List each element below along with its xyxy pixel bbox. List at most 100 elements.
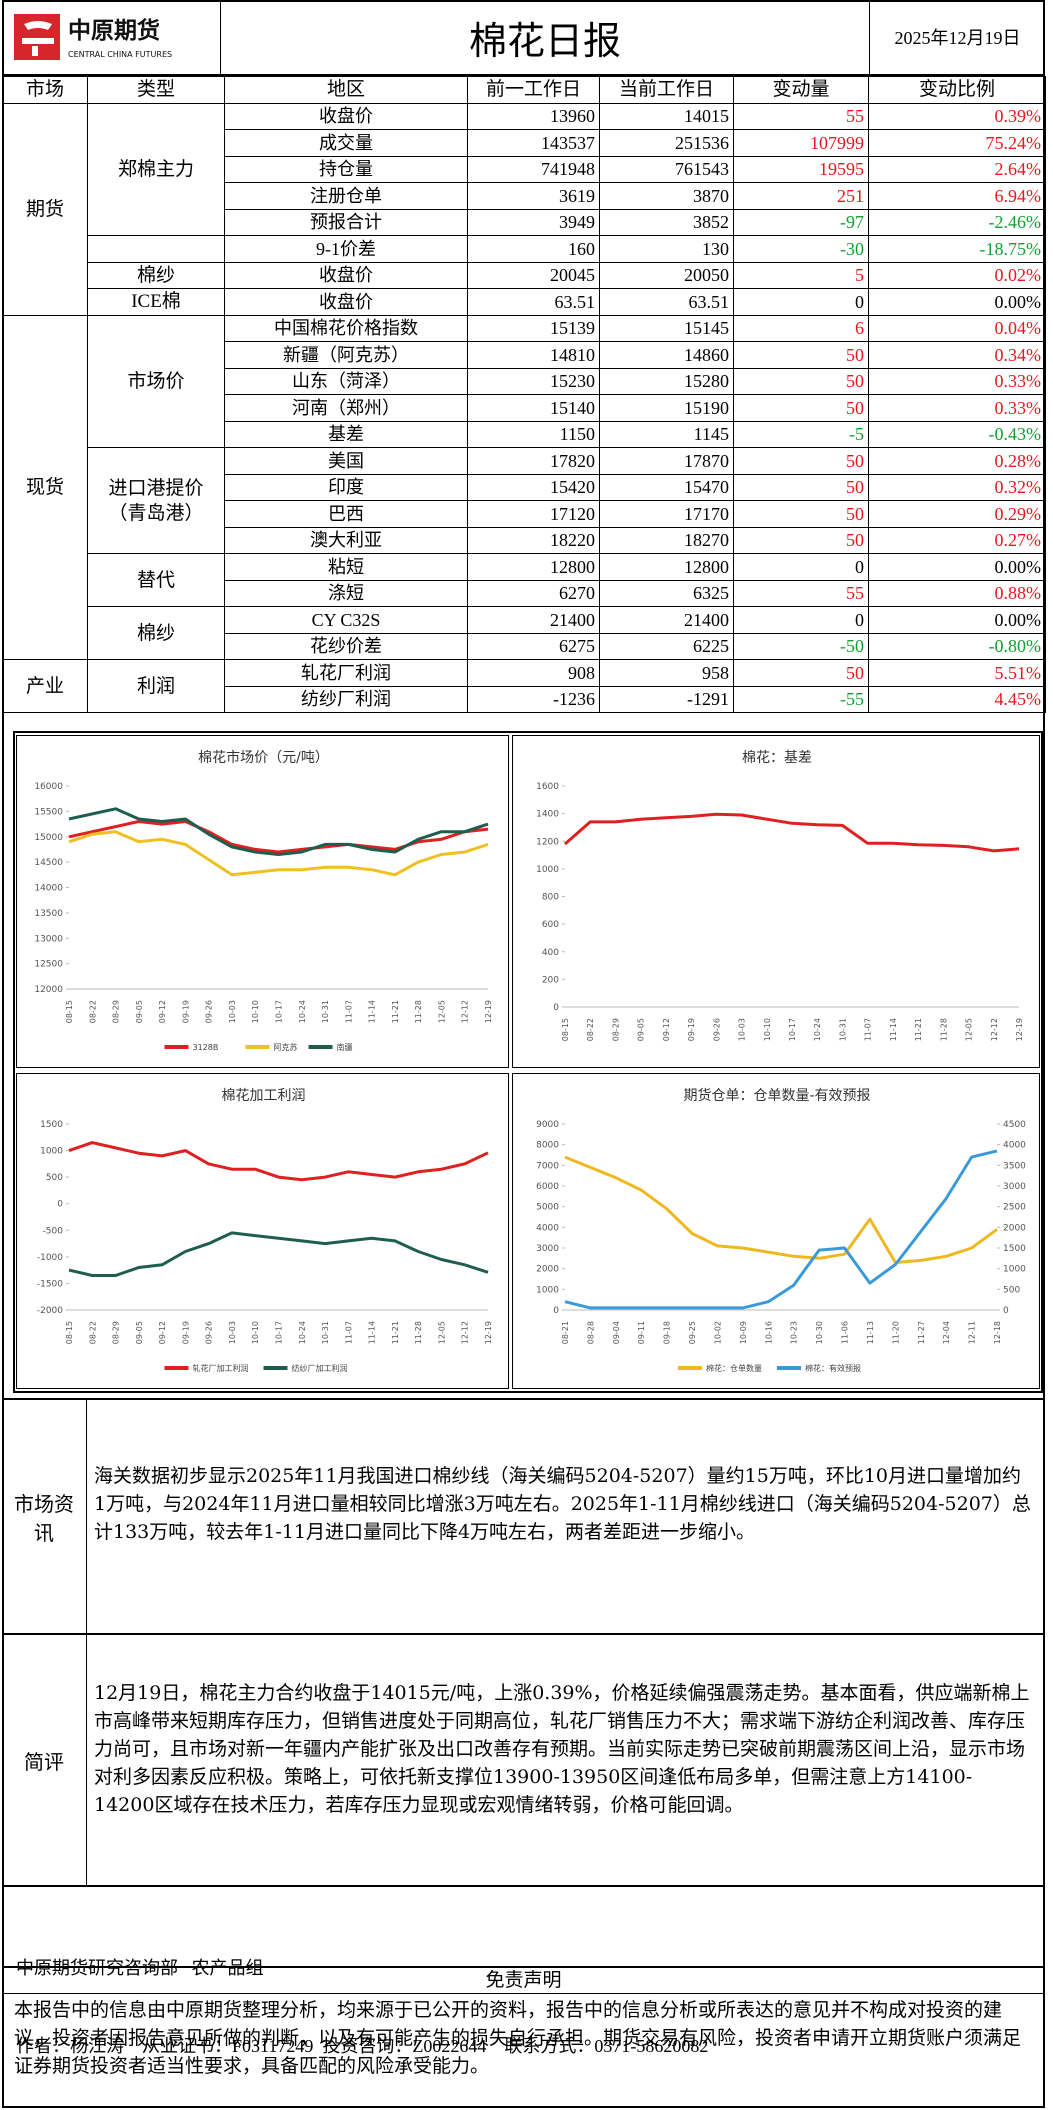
x-tick-label: 11-28 bbox=[414, 1321, 423, 1344]
x-tick-label: 09-05 bbox=[135, 1000, 144, 1023]
x-tick-label: 10-03 bbox=[228, 1321, 237, 1344]
table-cell: 0.34% bbox=[868, 341, 1046, 369]
table-cell: 63.51 bbox=[467, 288, 600, 316]
table-cell: 17820 bbox=[467, 447, 600, 475]
table-cell: 美国 bbox=[224, 447, 468, 475]
footer: 中原期货研究咨询部 农产品组 作者：杨江涛 从业证书：F03117249 投资咨… bbox=[2, 1885, 1045, 2056]
y-tick-label: 800 bbox=[542, 893, 559, 903]
x-tick-label: 09-26 bbox=[205, 1321, 214, 1344]
table-cell: 761543 bbox=[599, 155, 734, 183]
chart: 棉花加工利润 -2000 -1500 -1000 -500 0 500 1000 1500 08-… bbox=[16, 1073, 509, 1389]
footer-author: 作者：杨江涛 从业证书：F03117249 投资咨询：Z0022644 联系方式… bbox=[16, 2036, 709, 2056]
table-cell: 55 bbox=[733, 102, 869, 130]
x-tick-label: 09-19 bbox=[181, 1000, 190, 1023]
table-cell: 21400 bbox=[599, 606, 734, 634]
y-tick-label: -1000 bbox=[37, 1253, 63, 1263]
legend-label: 轧花厂加工利润 bbox=[193, 1363, 249, 1373]
y2-tick-label: 2500 bbox=[1003, 1203, 1026, 1213]
table-cell: -1291 bbox=[599, 685, 734, 713]
y-tick-label: 500 bbox=[46, 1173, 63, 1183]
table-cell: 0.39% bbox=[868, 102, 1046, 130]
y-tick-label: 0 bbox=[553, 1003, 559, 1013]
table-cell: 0.27% bbox=[868, 526, 1046, 554]
table-cell: 收盘价 bbox=[224, 102, 468, 130]
x-tick-label: 10-17 bbox=[788, 1018, 797, 1041]
x-tick-label: 12-05 bbox=[437, 1000, 446, 1023]
table-cell: 6270 bbox=[467, 579, 600, 607]
table-cell: 14810 bbox=[467, 341, 600, 369]
data-line bbox=[564, 812, 1020, 853]
table-cell: 3619 bbox=[467, 182, 600, 210]
x-tick-label: 09-12 bbox=[158, 1000, 167, 1023]
table-cell: 50 bbox=[733, 367, 869, 395]
data-line bbox=[564, 1149, 998, 1310]
table-cell: 4.45% bbox=[868, 685, 1046, 713]
legend-label: 棉花：有效预报 bbox=[805, 1363, 861, 1373]
y2-tick-label: 2000 bbox=[1003, 1223, 1026, 1233]
x-tick-label: 10-30 bbox=[815, 1321, 824, 1344]
x-tick-label: 12-19 bbox=[1015, 1018, 1024, 1041]
x-tick-label: 09-04 bbox=[612, 1321, 621, 1344]
x-tick-label: 09-05 bbox=[637, 1018, 646, 1041]
y-tick-label: 1000 bbox=[40, 1147, 63, 1157]
data-line bbox=[68, 820, 489, 854]
y-tick-label: 6000 bbox=[536, 1182, 559, 1192]
y-tick-label: -1500 bbox=[37, 1279, 63, 1289]
table-cell: 0.88% bbox=[868, 579, 1046, 607]
table-cell: -2.46% bbox=[868, 208, 1046, 236]
x-tick-label: 12-04 bbox=[942, 1321, 951, 1344]
table-cell: 0.33% bbox=[868, 394, 1046, 422]
table-cell: 14015 bbox=[599, 102, 734, 130]
table-row: 纺纱厂利润 -1236 -1291 -55 4.45% bbox=[3, 685, 1046, 713]
table-cell: 160 bbox=[467, 235, 600, 263]
table-cell: 15230 bbox=[467, 367, 600, 395]
review-text: 12月19日，棉花主力合约收盘于14015元/吨，上涨0.39%，价格延续偏强震… bbox=[94, 1682, 1030, 1816]
table-cell: 3870 bbox=[599, 182, 734, 210]
y2-tick-label: 0 bbox=[1003, 1306, 1009, 1316]
x-tick-label: 12-12 bbox=[990, 1018, 999, 1041]
table-cell: 0.00% bbox=[868, 606, 1046, 634]
data-line bbox=[68, 1141, 489, 1182]
chart: 棉花：基差 0 200 400 600 800 1000 1200 1400 1600 08-15 0… bbox=[512, 735, 1040, 1068]
table-cell: 变动量 bbox=[733, 76, 869, 104]
news-label: 市场资讯 bbox=[2, 1400, 87, 1634]
x-tick-label: 08-29 bbox=[112, 1321, 121, 1344]
x-tick-label: 10-02 bbox=[713, 1321, 722, 1344]
table-cell: 地区 bbox=[224, 76, 468, 104]
x-tick-label: 12-05 bbox=[437, 1321, 446, 1344]
table-cell: 50 bbox=[733, 526, 869, 554]
table-cell: -0.80% bbox=[868, 632, 1046, 660]
x-tick-label: 10-23 bbox=[790, 1321, 799, 1344]
table-cell: 0.33% bbox=[868, 367, 1046, 395]
table-cell: 中国棉花价格指数 bbox=[224, 314, 468, 342]
table-cell: 产业 bbox=[2, 659, 88, 713]
table-row: 棉纱 收盘价 20045 20050 5 0.02% bbox=[3, 261, 1046, 289]
table-cell: 18220 bbox=[467, 526, 600, 554]
data-line bbox=[68, 1231, 489, 1277]
legend-label: 纺纱厂加工利润 bbox=[292, 1363, 348, 1373]
table-cell: 市场价 bbox=[87, 314, 225, 448]
header: 中原期货 CENTRAL CHINA FUTURES 棉花日报 2025年12月… bbox=[2, 0, 1045, 76]
x-tick-label: 08-29 bbox=[112, 1000, 121, 1023]
legend-label: 3128B bbox=[193, 1043, 219, 1052]
y-tick-label: 1200 bbox=[536, 837, 559, 847]
x-tick-label: 10-16 bbox=[764, 1321, 773, 1344]
x-tick-label: 08-22 bbox=[88, 1321, 97, 1344]
table-cell: 15280 bbox=[599, 367, 734, 395]
y2-tick-label: 1500 bbox=[1003, 1244, 1026, 1254]
x-tick-label: 08-15 bbox=[65, 1321, 74, 1344]
x-tick-label: 12-19 bbox=[484, 1321, 493, 1344]
y2-tick-label: 3500 bbox=[1003, 1161, 1026, 1171]
y-tick-label: 1000 bbox=[536, 1285, 559, 1295]
x-tick-label: 09-18 bbox=[663, 1321, 672, 1344]
table-row: 澳大利亚 18220 18270 50 0.27% bbox=[3, 526, 1046, 554]
table-row: 山东（菏泽） 15230 15280 50 0.33% bbox=[3, 367, 1046, 395]
x-tick-label: 08-22 bbox=[586, 1018, 595, 1041]
table-cell: 粘短 bbox=[224, 553, 468, 581]
chart-title: 棉花：基差 bbox=[742, 749, 812, 766]
legend-label: 阿克苏 bbox=[274, 1042, 298, 1052]
x-tick-label: 09-25 bbox=[688, 1321, 697, 1344]
x-tick-label: 11-07 bbox=[344, 1000, 353, 1023]
table-cell: 期货 bbox=[2, 102, 88, 316]
table-cell: -0.43% bbox=[868, 420, 1046, 448]
